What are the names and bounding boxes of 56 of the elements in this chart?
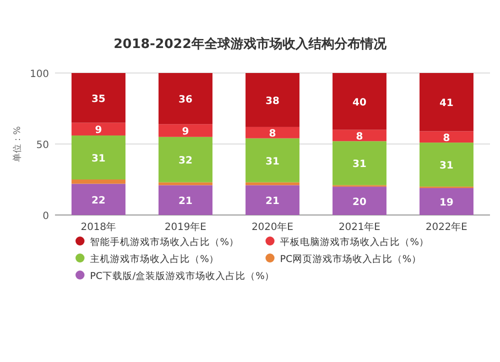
y-tick-label: 100 — [30, 69, 49, 80]
data-label: 21 — [178, 196, 192, 208]
bar — [246, 126, 300, 138]
data-label: 31 — [92, 153, 106, 164]
x-tick-label: 2021年E — [338, 221, 380, 233]
data-label: 9 — [95, 125, 102, 136]
y-tick-label: 50 — [36, 140, 49, 151]
data-label: 31 — [266, 156, 280, 168]
bar — [332, 186, 386, 215]
x-tick-label: 2018年 — [80, 221, 116, 233]
data-label: 9 — [182, 126, 190, 138]
data-label: 36 — [178, 94, 192, 106]
bar — [158, 124, 212, 137]
bar — [158, 136, 212, 182]
chart-title: 2018-2022年全球游戏市场收入结构分布情况 — [114, 36, 388, 52]
bar — [332, 141, 386, 186]
data-label: 20 — [352, 196, 366, 208]
x-tick-label: 2019年E — [164, 221, 206, 233]
bar — [420, 73, 474, 132]
bar — [72, 184, 126, 215]
legend-label: 平板电脑游戏市场收入占比（%） — [280, 236, 430, 248]
bar — [332, 130, 386, 142]
data-label: 19 — [440, 198, 454, 209]
data-label: 8 — [356, 131, 364, 142]
data-label: 8 — [443, 132, 450, 144]
legend-label: PC网页游戏市场收入占比（%） — [280, 253, 422, 265]
y-tick-label: 0 — [42, 211, 49, 222]
legend-label: PC下载版/盒装版游戏市场收入占比（%） — [90, 270, 275, 282]
data-label: 35 — [92, 94, 106, 105]
data-label: 31 — [440, 160, 454, 172]
bar — [332, 73, 386, 130]
data-label: 40 — [352, 97, 366, 108]
data-label: 8 — [269, 128, 276, 140]
y-axis-title: 单位：% — [12, 126, 23, 162]
data-label: 38 — [266, 96, 280, 107]
data-label: 31 — [352, 159, 366, 170]
data-label: 32 — [178, 156, 192, 167]
bar — [158, 185, 212, 215]
bar — [420, 188, 474, 215]
bar — [420, 142, 474, 187]
bar — [158, 73, 212, 124]
bar — [72, 180, 126, 184]
x-tick-label: 2020年E — [252, 221, 294, 233]
legend-label: 主机游戏市场收入占比（%） — [90, 253, 220, 265]
bar — [246, 73, 300, 127]
data-label: 21 — [266, 196, 280, 208]
bar — [72, 73, 126, 123]
x-tick-label: 2022年E — [426, 221, 468, 233]
bar — [246, 138, 300, 182]
bar — [246, 185, 300, 215]
data-label: 22 — [92, 195, 106, 206]
legend-label: 智能手机游戏市场收入占比（%） — [90, 236, 240, 248]
data-label: 41 — [440, 98, 454, 110]
bar — [72, 122, 126, 136]
bar — [72, 135, 126, 180]
bar — [420, 131, 474, 143]
